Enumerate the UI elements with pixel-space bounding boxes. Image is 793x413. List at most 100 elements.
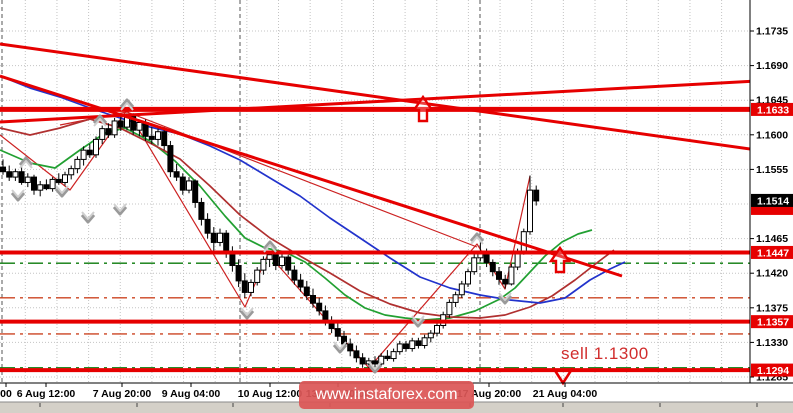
fractal-down-icon [410,318,426,328]
candle-body [396,343,403,353]
candle-body [248,281,254,293]
candle-body [260,258,267,271]
fractal-down-icon [55,185,69,194]
candle-body [155,131,161,140]
candle-body [49,178,56,190]
candle-body [403,343,409,350]
fractal-up-icon [263,244,277,253]
fractal-up-icon [470,236,484,245]
fractal-down-icon [367,364,383,374]
x-axis-label: 9 Aug 04:00 [162,388,221,400]
candle-body [55,178,62,183]
candle-body [24,176,31,183]
fractal-down-icon [11,189,25,198]
candle-body [353,350,360,359]
fractal-down-icon [368,361,382,370]
fractal-down-icon [239,310,255,320]
candle-body [204,218,211,234]
y-axis-label: 1.1375 [756,302,788,314]
candle-body [111,120,118,136]
fractal-down-icon [10,192,26,202]
candle-body [527,189,533,233]
candle-body [489,261,496,273]
fractal-up-icon [92,114,108,124]
fractal-down-icon [497,295,513,305]
fractal-down-icon [54,188,70,198]
candle-body [74,158,81,170]
candle-body [210,232,217,243]
candle-body [279,256,285,267]
candle-body [117,120,124,128]
candle-body [421,337,428,346]
watermark-text: www.instaforex.com [315,386,458,403]
candle-body [130,115,137,131]
candle-body [229,252,236,267]
fractal-down-icon [240,307,254,316]
x-axis-label: 10 Aug 12:00 [238,388,303,400]
price-tag-red-label: 1.1294 [757,365,789,377]
buy-arrow-marker [411,94,435,123]
candle-body [217,232,223,243]
sell-annotation-text: sell 1.1300 [561,344,649,363]
x-axis-label: 00 [0,388,12,400]
candle-body [80,149,87,160]
fractal-down-icon [81,211,95,220]
candle-body [93,138,99,156]
price-tag-red [751,102,793,116]
candle-body [458,283,465,296]
candle-body [223,232,230,254]
candle-body [68,168,75,176]
candle-body [235,265,242,282]
fractal-down-icon [332,344,348,354]
candle-body [427,332,434,339]
price-tag-red-label: 1.1447 [757,247,789,259]
candle-body [167,145,174,173]
candle-body [372,360,378,365]
candle-body [37,184,44,191]
candle-body [62,174,68,183]
y-axis-label: 1.1330 [756,337,788,349]
price-tag-current [751,193,793,207]
x-axis-label: 6 Aug 12:00 [17,388,76,400]
candle-body [161,131,168,147]
candle-body [12,171,19,178]
candle-body [173,171,180,178]
candle-body [266,254,273,260]
candle-body [471,257,478,273]
candle-body [186,180,192,191]
candle-body [105,128,112,136]
candle-body [179,176,186,191]
price-tag-red [751,245,793,259]
candle-body [446,301,453,316]
fractal-up-icon [120,102,134,111]
candle-body [310,295,316,304]
candle-body [334,328,341,337]
candle-body [347,343,354,352]
candle-body [254,269,261,283]
candle-body [520,231,527,253]
candle-body [6,171,13,178]
plot-area[interactable] [0,0,793,383]
candle-body [272,254,279,267]
candle-body [291,269,298,281]
fractal-down-icon [333,341,347,350]
candle-body [316,302,323,312]
fractal-up-icon [93,118,107,127]
fractal-down-icon [498,292,512,301]
candle-body [359,357,366,365]
fractal-up-icon [469,232,485,242]
candle-body [136,121,143,131]
fractal-down-icon [80,214,96,224]
zigzag-line [59,111,478,248]
candle-body [533,189,540,202]
trendline [0,79,750,124]
hidden-price-tag [751,204,793,215]
fractal-down-icon [112,206,128,216]
candle-body [409,340,416,350]
fractal-up-icon [262,240,278,250]
y-axis-label: 1.1465 [756,233,788,245]
price-tag-red-label: 1.1357 [757,317,789,329]
candle-body [86,149,93,156]
